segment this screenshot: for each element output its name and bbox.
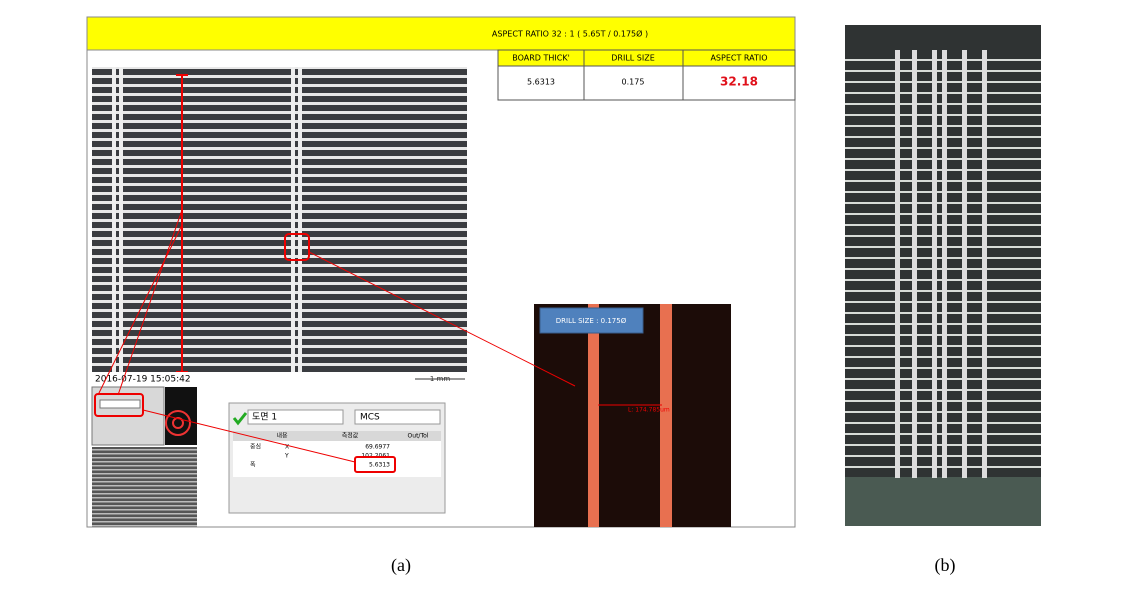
measurement-label: L: 174.785um — [628, 407, 670, 414]
table-value: 0.175 — [622, 78, 645, 87]
table-value: 32.18 — [720, 75, 758, 89]
caption: (a) — [391, 555, 411, 576]
dialog-column: Out/Tol — [408, 433, 429, 440]
dialog-cell: X — [285, 444, 289, 451]
dialog-cell: Y — [284, 453, 289, 460]
dialog-field: MCS — [360, 413, 380, 423]
micrograph-b — [845, 25, 1041, 526]
result-table: BOARD THICK' DRILL SIZE ASPECT RATIO 5.6… — [497, 49, 796, 101]
table-header: DRILL SIZE — [611, 54, 655, 63]
dialog-cell: 중심 — [250, 443, 261, 451]
dialog-cell: 폭 — [250, 462, 256, 469]
table-value: 5.6313 — [527, 78, 555, 87]
timestamp: 2016-07-19 15:05:42 — [95, 375, 191, 385]
dialog-cell: 5.6313 — [369, 462, 390, 469]
table-header: ASPECT RATIO — [710, 54, 767, 63]
dialog-column: 내용 — [276, 432, 288, 440]
caption: (b) — [935, 555, 956, 576]
dialog-cell: 69.6977 — [365, 444, 390, 451]
drill-label: DRILL SIZE : 0.175Ø — [556, 317, 627, 325]
micrograph: 2016-07-19 15:05:42 1 mm — [92, 67, 467, 385]
scale-label: 1 mm — [430, 375, 450, 383]
thumbnails — [91, 386, 197, 527]
connector-lines — [97, 209, 576, 463]
table-header: BOARD THICK' — [512, 54, 570, 63]
header-title: ASPECT RATIO 32 : 1 ( 5.65T / 0.175Ø ) — [492, 29, 648, 39]
zoom-image: L: 174.785um DRILL SIZE : 0.175Ø — [534, 304, 731, 527]
dialog-column: 측정값 — [342, 432, 359, 440]
dialog-field: 도면 1 — [252, 412, 277, 423]
header-bar — [86, 16, 796, 51]
